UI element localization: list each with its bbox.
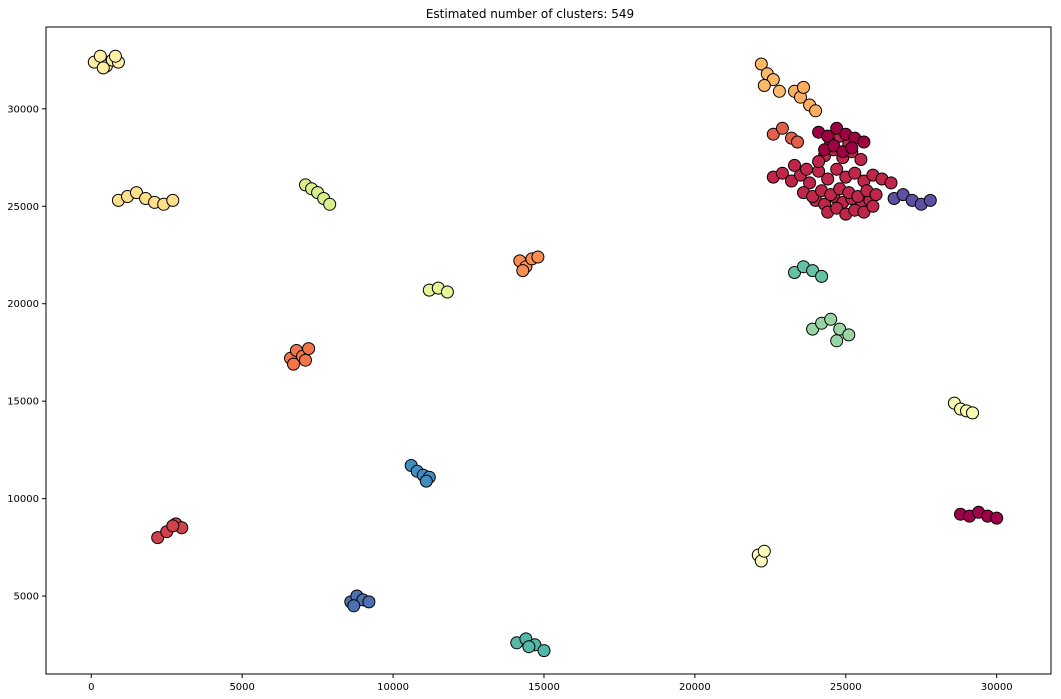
data-point — [800, 162, 813, 176]
data-point — [797, 80, 810, 94]
data-point — [923, 193, 937, 207]
data-point — [830, 334, 844, 348]
data-point — [440, 285, 454, 299]
data-point — [299, 353, 312, 367]
data-point — [854, 153, 868, 166]
data-point — [821, 129, 835, 143]
data-point — [806, 264, 820, 278]
data-point — [754, 57, 768, 71]
y-tick-label: 20000 — [7, 299, 39, 310]
points-layer — [87, 49, 1004, 658]
y-tick-label: 10000 — [7, 494, 39, 505]
data-point — [824, 188, 838, 202]
data-point — [537, 644, 551, 658]
y-tick-label: 15000 — [7, 397, 39, 408]
data-point — [869, 188, 883, 202]
data-point — [990, 511, 1004, 525]
data-point — [830, 121, 844, 135]
data-point — [788, 158, 801, 172]
data-point — [419, 474, 433, 488]
data-point — [791, 135, 804, 149]
data-point — [757, 79, 771, 92]
data-point — [806, 322, 820, 336]
data-point — [166, 193, 180, 207]
data-point — [166, 519, 180, 533]
x-tick-label: 0 — [88, 682, 94, 693]
y-axis-ticks: 5000 10000 15000 20000 25000 30000 — [7, 104, 46, 603]
data-point — [772, 84, 786, 98]
data-point — [827, 139, 841, 153]
data-point — [851, 190, 865, 203]
data-point — [966, 406, 979, 420]
data-point — [857, 135, 871, 149]
data-point — [830, 201, 844, 215]
data-point — [766, 127, 780, 141]
data-point — [302, 342, 316, 356]
data-point — [824, 312, 838, 326]
axes-frame — [45, 26, 1052, 675]
x-tick-label: 25000 — [830, 682, 862, 693]
data-point — [806, 190, 820, 203]
data-point — [108, 49, 122, 63]
data-point — [757, 544, 771, 558]
data-point — [842, 328, 856, 342]
x-tick-label: 20000 — [679, 682, 711, 693]
data-point — [775, 121, 789, 135]
data-point — [812, 155, 826, 168]
data-point — [775, 166, 789, 180]
data-point — [848, 166, 862, 180]
data-point — [362, 595, 376, 609]
data-point — [151, 531, 165, 545]
data-point — [531, 250, 545, 264]
data-point — [809, 104, 823, 118]
data-point — [803, 176, 817, 190]
chart-title: Estimated number of clusters: 549 — [426, 7, 634, 21]
y-tick-label: 25000 — [7, 202, 39, 213]
data-point — [884, 176, 898, 190]
data-point — [323, 197, 337, 211]
data-point — [896, 188, 910, 202]
data-point — [766, 73, 780, 87]
data-point — [287, 357, 300, 371]
x-tick-label: 10000 — [377, 682, 409, 693]
data-point — [96, 61, 110, 75]
y-tick-label: 5000 — [14, 592, 39, 603]
data-point — [830, 162, 844, 176]
data-point — [815, 269, 829, 283]
data-point — [516, 264, 530, 278]
x-tick-label: 5000 — [229, 682, 254, 693]
data-point — [821, 172, 835, 186]
data-point — [788, 266, 801, 279]
data-point — [845, 141, 859, 155]
data-point — [347, 599, 361, 613]
x-axis-ticks: 0 5000 10000 15000 20000 25000 30000 — [88, 674, 1013, 693]
x-tick-label: 30000 — [981, 682, 1013, 693]
data-point — [785, 174, 798, 188]
data-point — [857, 205, 871, 219]
x-tick-label: 15000 — [528, 682, 560, 693]
data-point — [130, 186, 143, 200]
data-point — [522, 640, 536, 654]
data-point — [866, 199, 880, 213]
y-tick-label: 30000 — [7, 104, 39, 115]
